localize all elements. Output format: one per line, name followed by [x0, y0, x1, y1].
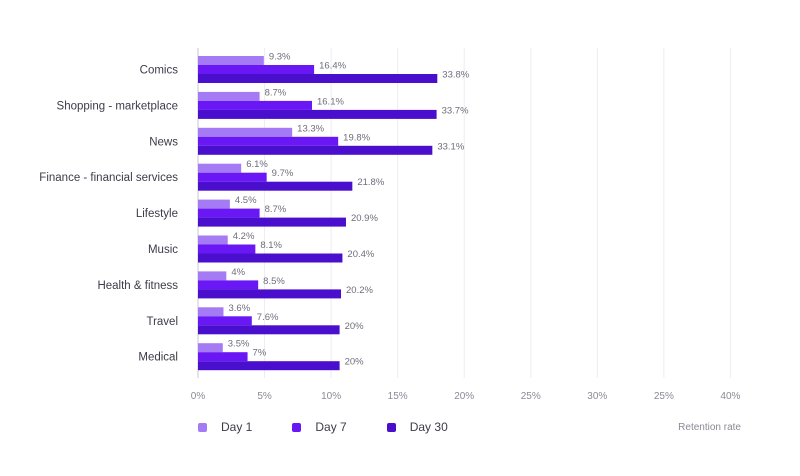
y-category-label: Shopping - marketplace	[57, 100, 178, 112]
legend-label-day-30: Day 30	[409, 420, 448, 434]
data-label: 4%	[231, 267, 245, 278]
y-category-label: Medical	[138, 352, 178, 364]
data-label: 8.7%	[265, 204, 287, 215]
x-tick-label: 25%	[654, 391, 674, 402]
bar	[198, 91, 260, 101]
data-label: 4.2%	[233, 231, 255, 242]
data-label: 19.8%	[343, 132, 370, 143]
x-tick-label: 40%	[720, 391, 740, 402]
legend-swatch-day-1	[198, 422, 207, 432]
legend-swatch-day-7	[292, 422, 302, 432]
data-label: 16.4%	[319, 61, 346, 72]
bar	[198, 172, 267, 182]
bar	[198, 181, 353, 191]
data-label: 8.5%	[263, 276, 285, 287]
bar	[198, 145, 433, 155]
data-label: 13.3%	[297, 123, 324, 134]
legend-item-day-30[interactable]: Day 30	[386, 420, 448, 434]
data-label: 20.9%	[351, 213, 378, 224]
data-label: 20.4%	[347, 249, 374, 260]
data-label: 33.7%	[442, 105, 469, 116]
bar	[198, 109, 437, 119]
bar	[198, 208, 260, 218]
data-label: 8.7%	[265, 87, 287, 98]
x-tick-label: 20%	[454, 391, 474, 402]
bar	[198, 361, 340, 371]
x-tick-label: 15%	[388, 391, 408, 402]
bar	[198, 127, 293, 137]
bar	[198, 289, 342, 299]
data-label: 33.8%	[442, 70, 469, 81]
data-label: 6.1%	[246, 159, 268, 170]
y-category-label: Health & fitness	[97, 280, 178, 292]
data-label: 20%	[345, 321, 365, 332]
x-tick-label: 30%	[587, 391, 607, 402]
bar	[198, 217, 346, 227]
x-tick-label: 25%	[521, 391, 541, 402]
data-label: 9.7%	[272, 168, 294, 179]
data-label: 20%	[345, 357, 365, 368]
legend-swatch-day-30	[386, 422, 396, 432]
bar	[198, 56, 264, 65]
bar	[198, 253, 343, 263]
bar	[198, 74, 438, 83]
x-tick-label: 10%	[321, 391, 341, 402]
bar	[198, 244, 256, 254]
y-category-label: Travel	[146, 316, 178, 328]
bar	[198, 325, 340, 335]
legend-item-day-7[interactable]: Day 7	[292, 420, 347, 434]
data-label: 4.5%	[235, 195, 257, 206]
legend-item-day-1[interactable]: Day 1	[198, 420, 252, 434]
y-category-label: Comics	[140, 65, 179, 77]
data-label: 7%	[253, 348, 267, 359]
bar	[198, 136, 339, 146]
bar	[198, 199, 230, 209]
legend-label-day-7: Day 7	[315, 420, 347, 434]
bar	[198, 307, 224, 317]
data-label: 16.1%	[317, 96, 344, 107]
data-label: 3.6%	[228, 303, 250, 314]
data-label: 9.3%	[269, 52, 291, 63]
y-category-label: Lifestyle	[136, 208, 178, 220]
bar	[198, 352, 248, 362]
data-label: 33.1%	[437, 141, 464, 152]
data-label: 20.2%	[346, 285, 373, 296]
legend-label-day-1: Day 1	[221, 420, 253, 434]
bar	[198, 100, 312, 110]
bar	[198, 343, 223, 353]
y-category-label: Finance - financial services	[39, 172, 178, 184]
bar	[198, 163, 242, 173]
y-category-label: News	[149, 136, 178, 148]
y-category-label: Music	[148, 244, 178, 256]
data-label: 7.6%	[257, 312, 279, 323]
data-label: 8.1%	[260, 240, 282, 251]
bar	[198, 271, 227, 281]
x-tick-label: 5%	[257, 391, 272, 402]
bar	[198, 280, 259, 290]
data-label: 3.5%	[228, 339, 250, 350]
bar	[198, 65, 315, 74]
x-tick-label: 0%	[191, 391, 206, 402]
bar	[198, 316, 252, 326]
bar	[198, 235, 228, 245]
x-axis-title: Retention rate	[678, 422, 741, 433]
data-label: 21.8%	[357, 177, 384, 188]
legend: Day 1 Day 7 Day 30	[198, 420, 488, 434]
